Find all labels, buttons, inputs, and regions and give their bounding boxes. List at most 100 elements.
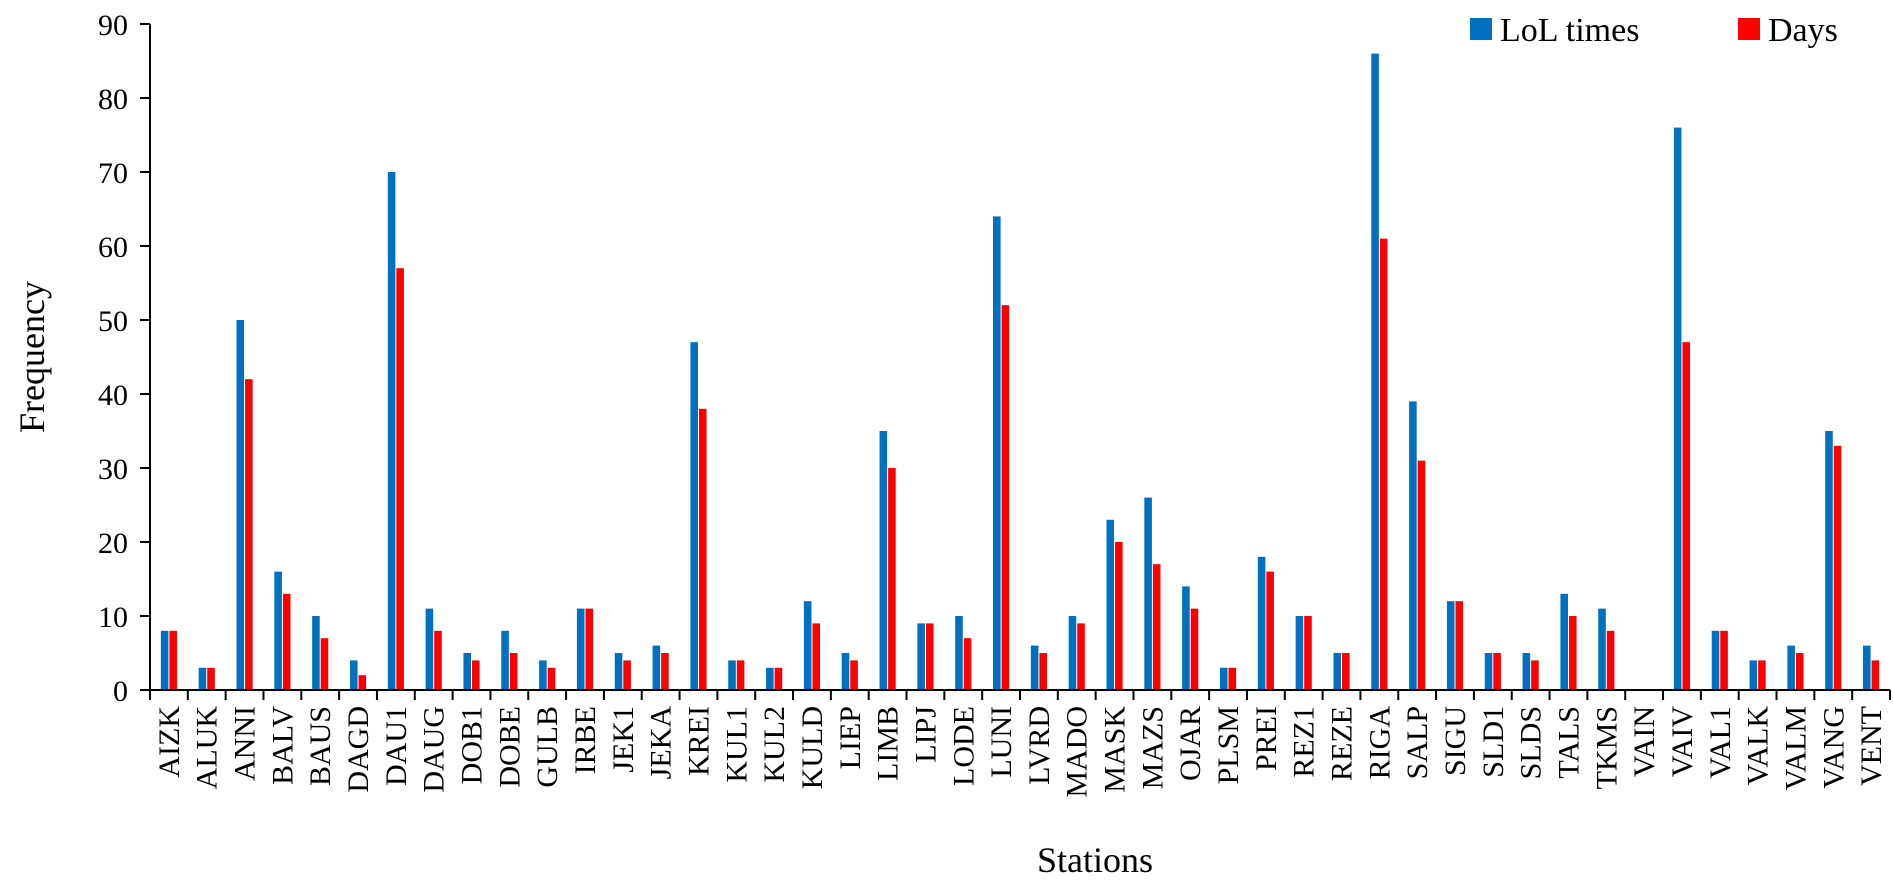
x-tick-label: DOB1 bbox=[456, 706, 489, 784]
x-tick-label: KULD bbox=[796, 706, 829, 789]
bar-lol-times-valk bbox=[1749, 660, 1758, 690]
bar-lol-times-aizk bbox=[160, 630, 169, 690]
legend-swatch-lol-times bbox=[1470, 18, 1492, 40]
bar-days-salp bbox=[1417, 460, 1426, 690]
bar-days-lode bbox=[963, 638, 972, 690]
bar-lol-times-tals bbox=[1560, 593, 1568, 690]
bar-lol-times-irbe bbox=[576, 608, 585, 690]
x-tick-label: KREI bbox=[682, 706, 715, 776]
bar-days-limb bbox=[888, 468, 896, 690]
y-tick-label: 40 bbox=[98, 379, 128, 412]
bar-lol-times-balv bbox=[274, 571, 282, 690]
bar-days-sigu bbox=[1455, 601, 1464, 690]
bar-days-tkms bbox=[1606, 630, 1615, 690]
x-tick-label: ANNI bbox=[229, 706, 262, 781]
bar-lol-times-vang bbox=[1825, 431, 1833, 690]
bar-lol-times-sigu bbox=[1446, 601, 1455, 690]
bar-days-gulb bbox=[547, 667, 556, 690]
bar-days-valk bbox=[1758, 660, 1766, 690]
x-tick-label: IRBE bbox=[569, 706, 602, 774]
bar-lol-times-dob1 bbox=[463, 653, 472, 690]
x-tick-label: TALS bbox=[1552, 706, 1585, 779]
x-tick-label: VAIV bbox=[1666, 706, 1699, 777]
x-tick-label: KUL1 bbox=[720, 706, 753, 783]
y-tick-label: 20 bbox=[98, 527, 128, 560]
x-tick-label: JEKA bbox=[645, 706, 678, 780]
bar-days-rez1 bbox=[1304, 616, 1312, 690]
x-tick-label: SALP bbox=[1401, 706, 1434, 779]
bar-lol-times-kul2 bbox=[766, 667, 774, 690]
bar-days-slds bbox=[1531, 660, 1539, 690]
x-tick-label: VALM bbox=[1779, 706, 1812, 790]
bar-days-mado bbox=[1077, 623, 1085, 690]
bar-lol-times-plsm bbox=[1219, 667, 1228, 690]
bar-days-dagd bbox=[358, 675, 367, 690]
x-tick-label: MADO bbox=[1061, 706, 1094, 798]
bar-lol-times-prei bbox=[1257, 556, 1266, 690]
x-tick-label: REZ1 bbox=[1288, 706, 1321, 778]
bar-days-lipj bbox=[925, 623, 934, 690]
x-tick-label: ALUK bbox=[191, 706, 224, 790]
bar-days-aizk bbox=[169, 630, 177, 690]
x-tick-label: LODE bbox=[947, 706, 980, 786]
x-tick-label: VANG bbox=[1817, 706, 1850, 789]
x-tick-label: RIGA bbox=[1363, 706, 1396, 780]
bar-days-vaiv bbox=[1682, 342, 1691, 690]
bar-lol-times-salp bbox=[1409, 401, 1417, 690]
bar-days-ojar bbox=[1190, 608, 1199, 690]
bar-days-kul2 bbox=[774, 667, 783, 690]
bar-lol-times-limb bbox=[879, 431, 888, 690]
bar-days-jek1 bbox=[623, 660, 631, 690]
y-tick-label: 90 bbox=[98, 9, 128, 42]
x-tick-label: LIEP bbox=[834, 706, 867, 769]
x-tick-label: LUNI bbox=[985, 706, 1018, 778]
x-tick-label: JEK1 bbox=[607, 706, 640, 773]
bar-lol-times-dobe bbox=[501, 630, 509, 690]
x-tick-label: VAIN bbox=[1628, 706, 1661, 777]
bar-lol-times-daug bbox=[425, 608, 434, 690]
x-tick-label: DAUG bbox=[418, 706, 451, 793]
x-tick-label: MAZS bbox=[1136, 706, 1169, 789]
bar-days-kul1 bbox=[736, 660, 745, 690]
bar-days-daug bbox=[434, 630, 442, 690]
bar-days-riga bbox=[1379, 238, 1388, 690]
bar-days-dau1 bbox=[396, 268, 404, 690]
bar-lol-times-baus bbox=[312, 616, 320, 690]
x-tick-label: SIGU bbox=[1439, 706, 1472, 776]
bar-lol-times-mado bbox=[1068, 616, 1077, 690]
bar-days-balv bbox=[282, 593, 291, 690]
x-tick-label: PLSM bbox=[1212, 706, 1245, 784]
y-tick-label: 80 bbox=[98, 83, 128, 116]
bar-lol-times-anni bbox=[236, 320, 245, 690]
x-tick-label: VAL1 bbox=[1704, 706, 1737, 779]
bar-lol-times-valm bbox=[1787, 645, 1795, 690]
bar-lol-times-aluk bbox=[198, 667, 207, 690]
x-tick-label: BALV bbox=[266, 706, 299, 785]
bar-lol-times-vaiv bbox=[1673, 127, 1682, 691]
bar-lol-times-rez1 bbox=[1295, 616, 1304, 690]
bar-lol-times-jeka bbox=[652, 645, 661, 690]
x-tick-label: DAGD bbox=[342, 706, 375, 793]
bar-lol-times-kuld bbox=[803, 601, 812, 690]
bar-lol-times-gulb bbox=[539, 660, 547, 690]
bar-lol-times-tkms bbox=[1598, 608, 1606, 690]
y-tick-label: 30 bbox=[98, 453, 128, 486]
bar-lol-times-riga bbox=[1371, 53, 1379, 691]
bar-days-dob1 bbox=[472, 660, 480, 690]
x-tick-label: AIZK bbox=[153, 706, 186, 778]
bar-days-vang bbox=[1833, 445, 1842, 690]
x-tick-label: PREI bbox=[1250, 706, 1283, 771]
x-tick-label: MASK bbox=[1099, 706, 1132, 793]
bars-group bbox=[160, 53, 1880, 691]
bar-days-mask bbox=[1115, 542, 1123, 690]
y-tick-label: 10 bbox=[98, 601, 128, 634]
bar-lol-times-ojar bbox=[1182, 586, 1190, 690]
bar-days-aluk bbox=[207, 667, 215, 690]
bar-days-valm bbox=[1795, 653, 1804, 690]
bar-days-plsm bbox=[1228, 667, 1237, 690]
x-tick-label: TKMS bbox=[1590, 706, 1623, 789]
y-tick-label: 70 bbox=[98, 157, 128, 190]
bar-lol-times-val1 bbox=[1711, 630, 1720, 690]
legend-swatch-days bbox=[1738, 18, 1760, 40]
y-axis-ticks: 0 10 20 30 40 50 60 70 80 90 bbox=[98, 9, 150, 708]
